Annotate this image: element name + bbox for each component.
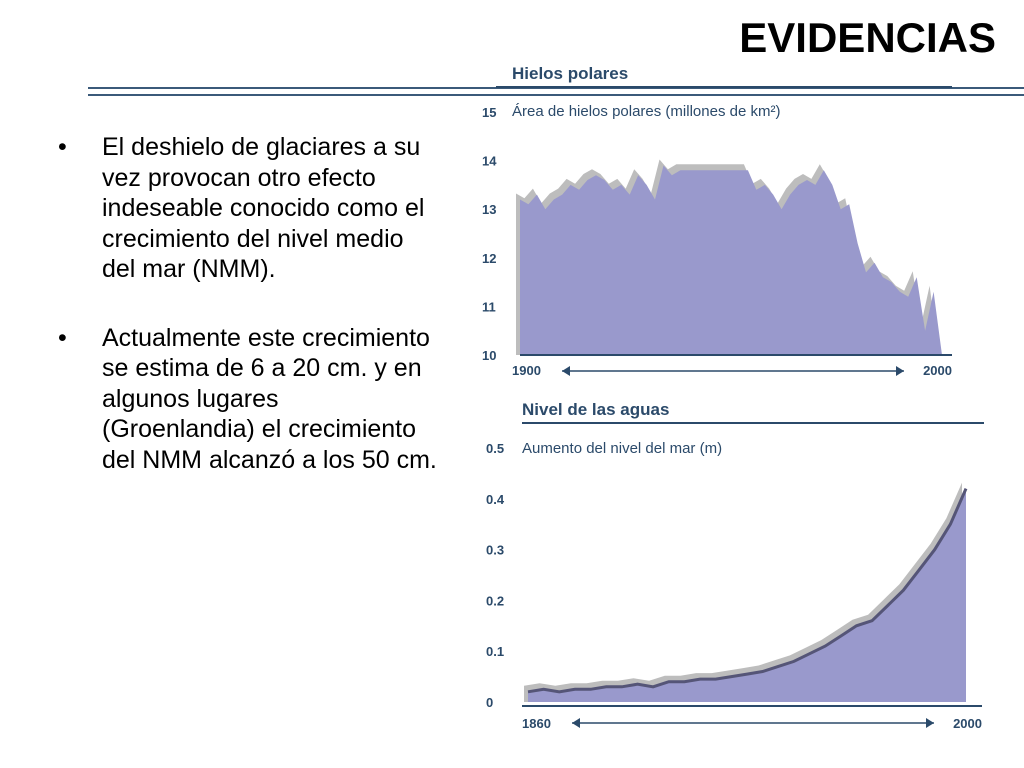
bullet-text: El deshielo de glaciares a su vez provoc… <box>102 133 425 283</box>
y-tick-label: 11 <box>482 299 496 314</box>
y-tick-label: 0.4 <box>486 492 505 507</box>
y-ticks: 0 0.1 0.2 0.3 0.4 0.5 <box>486 441 505 710</box>
x-tick-label: 1860 <box>522 716 551 731</box>
chart-title: Nivel de las aguas <box>522 400 669 419</box>
y-axis-label: Aumento del nivel del mar (m) <box>522 440 722 457</box>
area-edge-line <box>527 487 968 694</box>
polar-ice-svg: Hielos polares Área de hielos polares (m… <box>482 64 952 378</box>
bullet-dot-icon: • <box>58 323 67 352</box>
y-tick-label: 12 <box>482 251 496 266</box>
bullet-dot-icon: • <box>58 133 67 161</box>
area-series <box>520 165 942 355</box>
y-tick-label: 13 <box>482 202 496 217</box>
x-tick-label: 2000 <box>953 716 982 731</box>
slide-title: EVIDENCIAS <box>739 14 996 61</box>
sea-level-svg: Nivel de las aguas Aumento del nivel del… <box>486 400 984 731</box>
y-tick-label: 0 <box>486 695 493 710</box>
bullet-text: Actualmente este crecimiento se estima d… <box>102 323 437 474</box>
y-tick-label: 0.2 <box>486 593 504 608</box>
y-tick-label: 14 <box>482 154 497 169</box>
sea-level-chart: Nivel de las aguas Aumento del nivel del… <box>468 390 998 735</box>
arrow-right-icon <box>926 718 934 728</box>
bullet-item: • El deshielo de glaciares a su vez prov… <box>58 132 438 285</box>
bullet-list: • El deshielo de glaciares a su vez prov… <box>58 132 438 513</box>
y-tick-label: 0.1 <box>486 644 504 659</box>
arrow-left-icon <box>562 366 570 376</box>
y-tick-label: 0.5 <box>486 441 504 456</box>
arrow-left-icon <box>572 718 580 728</box>
y-tick-label: 15 <box>482 105 496 120</box>
x-tick-label: 1900 <box>512 363 541 378</box>
arrow-right-icon <box>896 366 904 376</box>
y-axis-label: Área de hielos polares (millones de km²) <box>512 103 780 120</box>
area-series <box>528 488 966 702</box>
y-ticks: 10 11 12 13 14 15 <box>482 105 497 363</box>
chart-title: Hielos polares <box>512 64 628 83</box>
y-tick-label: 10 <box>482 348 496 363</box>
polar-ice-chart: Hielos polares Área de hielos polares (m… <box>468 56 988 386</box>
bullet-item: • Actualmente este crecimiento se estima… <box>58 323 438 476</box>
x-tick-label: 2000 <box>923 363 952 378</box>
y-tick-label: 0.3 <box>486 543 504 558</box>
